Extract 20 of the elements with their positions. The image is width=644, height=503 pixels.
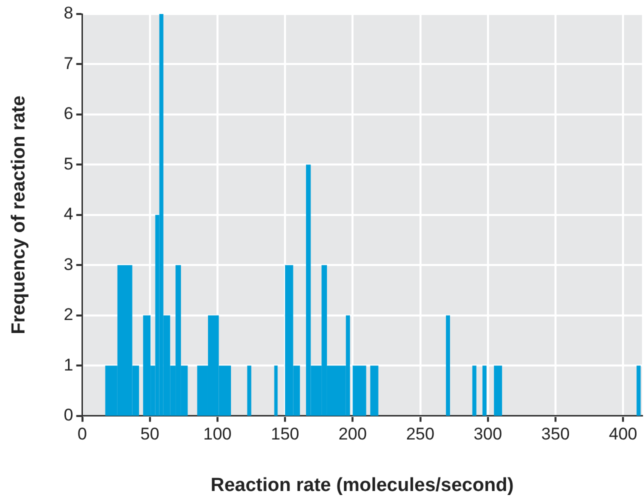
x-tick-label: 150 [270,424,300,444]
x-tick-label: 250 [406,424,434,444]
y-tick-label: 2 [64,305,74,324]
x-tick-label: 200 [338,424,367,444]
y-tick-label: 5 [64,154,74,174]
y-tick-label: 0 [64,405,74,424]
x-tick-label: 300 [474,424,502,444]
x-axis-title: Reaction rate (molecules/second) [210,474,514,496]
x-tick-label: 100 [203,424,232,444]
x-tick-label: 400 [608,424,638,444]
y-axis-title: Frequency of reaction rate [8,96,30,334]
y-tick-label: 3 [64,254,74,274]
y-tick-label: 1 [64,355,74,374]
y-tick-label: 7 [64,54,74,73]
x-tick-label: 50 [140,424,160,444]
y-tick-label: 6 [64,104,74,124]
y-tick-label: 4 [64,204,74,224]
y-tick-label: 8 [64,4,74,23]
x-tick-label: 0 [78,424,87,444]
x-tick-label: 350 [541,424,570,444]
